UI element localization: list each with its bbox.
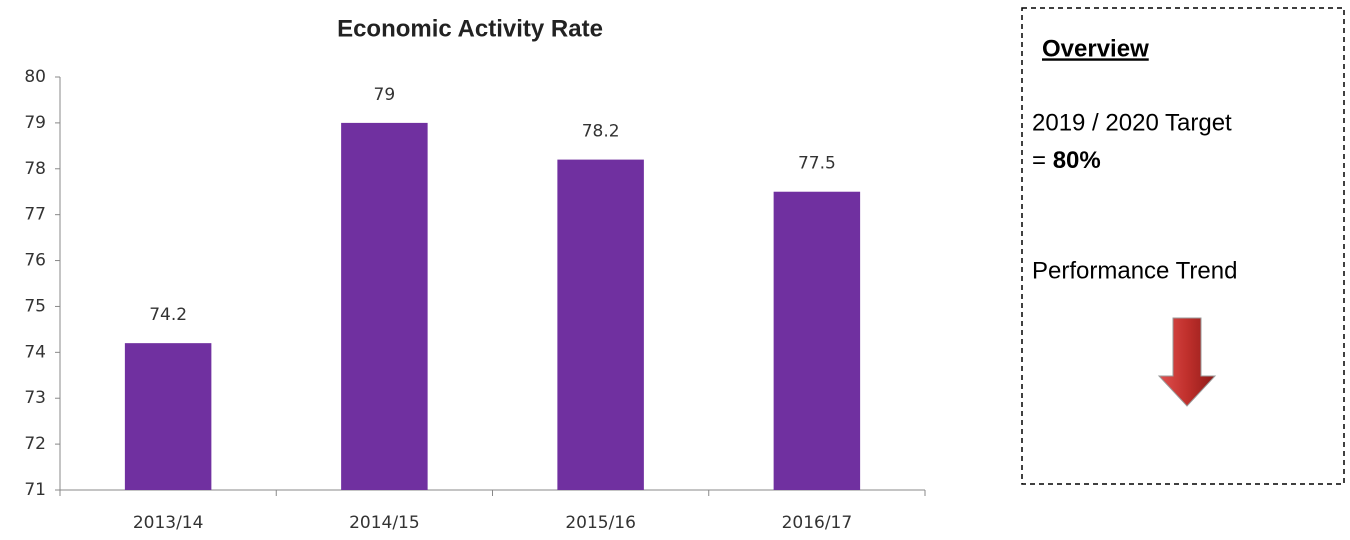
target-prefix: = <box>1032 147 1046 174</box>
data-label: 74.2 <box>149 305 187 325</box>
overview-box <box>1021 7 1345 485</box>
data-label: 77.5 <box>798 154 836 174</box>
x-tick-label: 2015/16 <box>565 513 636 533</box>
y-tick-label: 76 <box>24 251 46 271</box>
trend-label: Performance Trend <box>1032 257 1237 284</box>
y-tick-label: 77 <box>24 205 46 225</box>
target-value: 80% <box>1053 147 1101 174</box>
x-tick-label: 2013/14 <box>133 513 204 533</box>
bar <box>124 343 212 490</box>
y-tick-label: 71 <box>24 480 46 500</box>
y-tick-label: 74 <box>24 342 46 362</box>
bar <box>341 122 428 490</box>
target-line: = 80% <box>1032 147 1101 174</box>
bar <box>557 159 644 490</box>
y-tick-label: 72 <box>24 434 46 454</box>
trend-arrow <box>1157 317 1217 407</box>
y-tick-label: 80 <box>24 67 46 87</box>
x-tick-label: 2014/15 <box>349 513 420 533</box>
chart: 71 72 73 74 75 76 77 78 79 80 2013/14 74.2 2014/15 79… <box>24 67 926 533</box>
y-tick-label: 75 <box>24 296 46 316</box>
chart-title: Economic Activity Rate <box>337 15 603 42</box>
x-tick-label: 2016/17 <box>782 513 853 533</box>
y-tick-label: 73 <box>24 388 46 408</box>
data-label: 79 <box>374 85 396 105</box>
y-tick-label: 78 <box>24 159 46 179</box>
data-label: 78.2 <box>582 122 620 142</box>
y-tick-label: 79 <box>24 113 46 133</box>
overview-heading: Overview <box>1042 35 1149 62</box>
bar <box>773 191 861 490</box>
target-text: 2019 / 2020 Target <box>1032 109 1232 136</box>
